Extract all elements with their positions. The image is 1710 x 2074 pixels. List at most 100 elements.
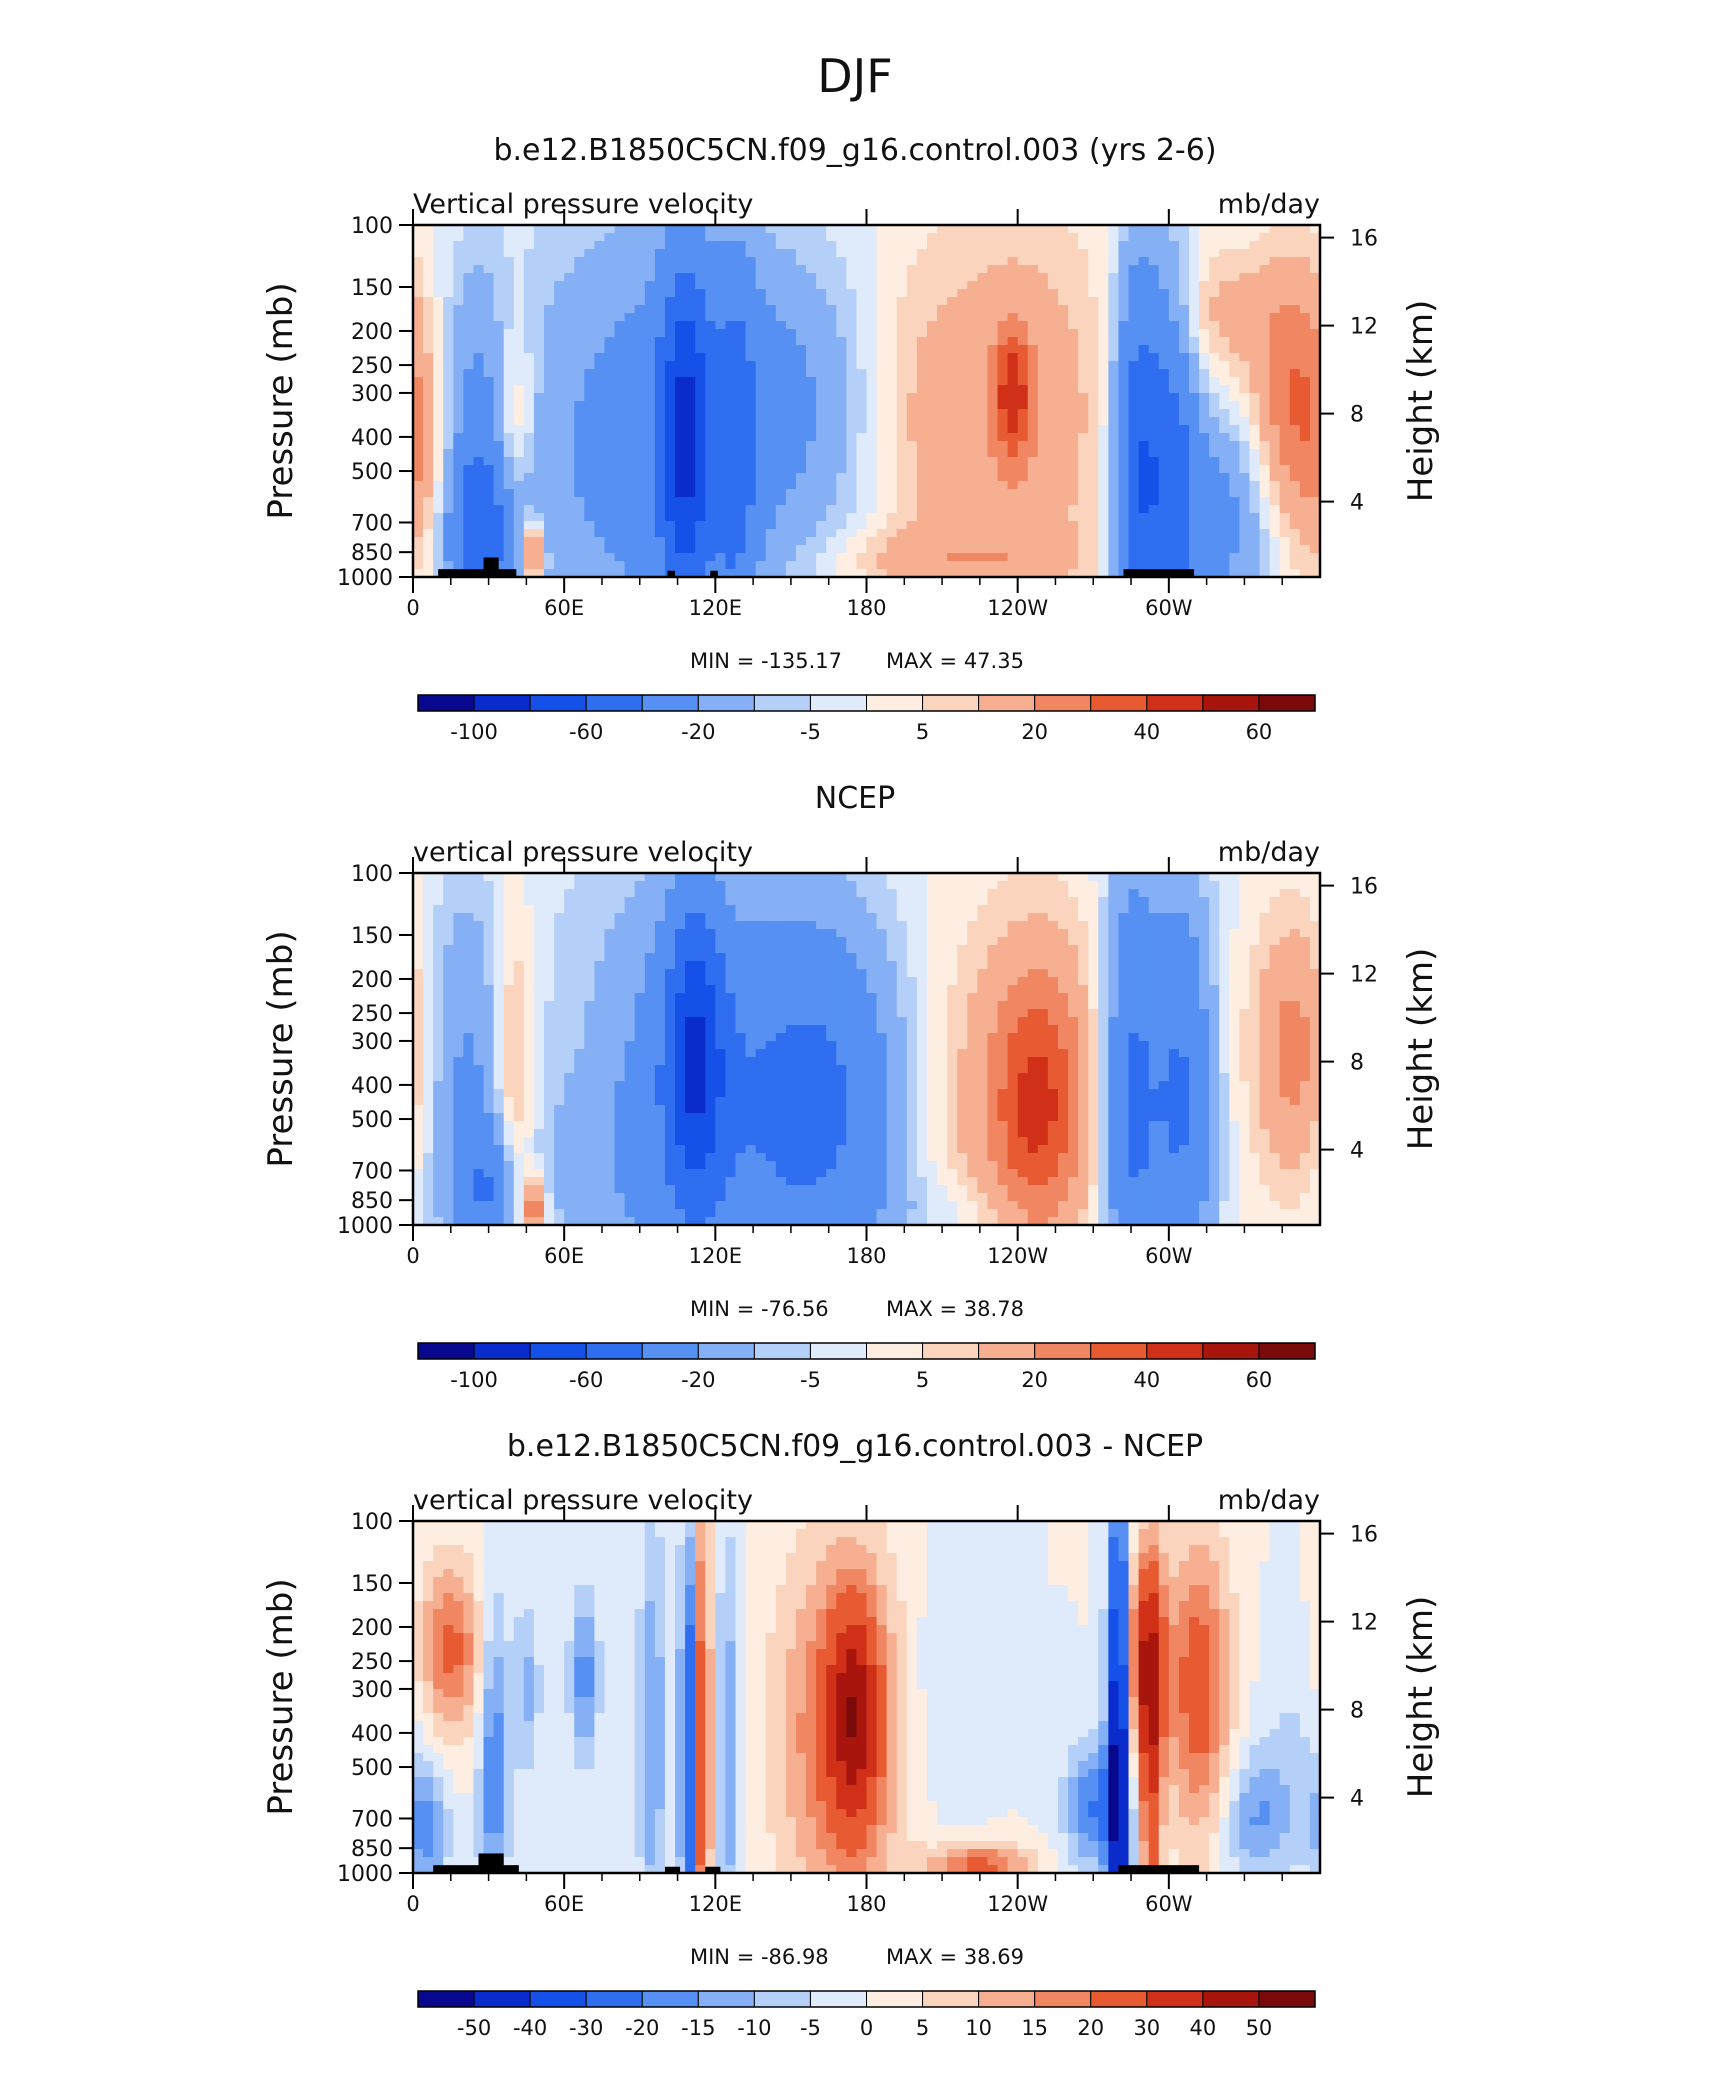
field-cell — [947, 249, 958, 258]
field-cell — [816, 561, 827, 570]
field-cell — [1178, 489, 1190, 498]
field-cell — [493, 321, 505, 330]
field-cell — [433, 497, 444, 506]
field-cell — [937, 457, 948, 466]
field-cell — [1108, 249, 1120, 258]
field-cell — [755, 537, 767, 546]
field-cell — [413, 377, 424, 386]
field-cell — [433, 889, 444, 898]
field-cell — [1259, 433, 1271, 442]
field-cell — [1148, 273, 1160, 282]
field-cell — [806, 385, 817, 394]
field-cell — [795, 497, 807, 506]
field-cell — [896, 353, 908, 362]
field-cell — [675, 913, 686, 922]
field-cell — [664, 553, 676, 562]
field-cell — [1027, 225, 1039, 234]
field-cell — [1158, 441, 1170, 450]
field-cell — [896, 433, 908, 442]
field-cell — [906, 913, 918, 922]
field-cell — [1057, 241, 1069, 250]
field-cell — [795, 529, 807, 538]
field-cell — [785, 449, 797, 458]
field-cell — [1158, 545, 1170, 554]
field-cell — [1269, 521, 1281, 530]
field-cell — [1279, 473, 1291, 482]
field-cell — [443, 337, 454, 346]
field-cell — [423, 417, 434, 426]
field-cell — [413, 433, 424, 442]
field-cell — [1269, 417, 1281, 426]
field-cell — [856, 873, 868, 882]
field-cell — [816, 329, 827, 338]
field-cell — [1098, 881, 1109, 890]
field-cell — [533, 353, 545, 362]
field-cell — [765, 265, 777, 274]
field-cell — [916, 241, 928, 250]
field-cell — [856, 305, 868, 314]
field-cell — [685, 521, 696, 530]
field-cell — [1239, 481, 1251, 490]
field-cell — [866, 545, 878, 554]
field-cell — [866, 241, 878, 250]
field-cell — [1088, 945, 1099, 954]
field-cell — [473, 553, 485, 562]
field-cell — [926, 289, 938, 298]
field-cell — [463, 257, 475, 266]
field-cell — [1057, 313, 1069, 322]
field-cell — [876, 897, 888, 906]
field-cell — [624, 905, 636, 914]
field-cell — [937, 465, 948, 474]
field-cell — [1289, 233, 1301, 242]
field-cell — [1118, 393, 1130, 402]
field-cell — [1289, 313, 1301, 322]
field-cell — [876, 313, 888, 322]
field-cell — [473, 337, 485, 346]
field-cell — [1178, 465, 1190, 474]
field-cell — [554, 545, 565, 554]
field-cell — [1088, 353, 1099, 362]
field-cell — [533, 401, 545, 410]
field-cell — [715, 465, 727, 474]
field-cell — [886, 281, 898, 290]
field-cell — [685, 425, 696, 434]
field-cell — [433, 465, 444, 474]
field-cell — [785, 417, 797, 426]
field-cell — [1168, 329, 1180, 338]
field-cell — [1148, 529, 1160, 538]
field-cell — [1158, 913, 1170, 922]
field-cell — [967, 441, 978, 450]
field-cell — [1148, 345, 1160, 354]
field-cell — [826, 545, 837, 554]
field-cell — [664, 881, 676, 890]
field-cell — [1239, 321, 1251, 330]
field-cell — [1098, 873, 1109, 882]
field-cell — [544, 457, 555, 466]
field-cell — [1229, 937, 1240, 946]
field-cell — [1057, 321, 1069, 330]
field-cell — [1199, 937, 1210, 946]
field-cell — [926, 553, 938, 562]
field-cell — [1309, 289, 1320, 298]
field-cell — [614, 433, 626, 442]
field-cell — [1209, 569, 1220, 577]
field-cell — [513, 929, 525, 938]
field-cell — [896, 889, 908, 898]
field-cell — [1108, 489, 1120, 498]
field-cell — [483, 505, 495, 514]
field-cell — [1279, 377, 1291, 386]
field-cell — [1037, 257, 1049, 266]
field-cell — [876, 281, 888, 290]
field-cell — [1289, 881, 1301, 890]
field-cell — [886, 497, 898, 506]
field-cell — [765, 937, 777, 946]
field-cell — [503, 297, 515, 306]
field-cell — [1088, 889, 1099, 898]
field-cell — [685, 497, 696, 506]
field-cell — [1037, 401, 1049, 410]
field-cell — [957, 225, 968, 234]
field-cell — [634, 529, 646, 538]
field-cell — [564, 409, 575, 418]
field-cell — [1108, 425, 1120, 434]
field-cell — [977, 225, 989, 234]
